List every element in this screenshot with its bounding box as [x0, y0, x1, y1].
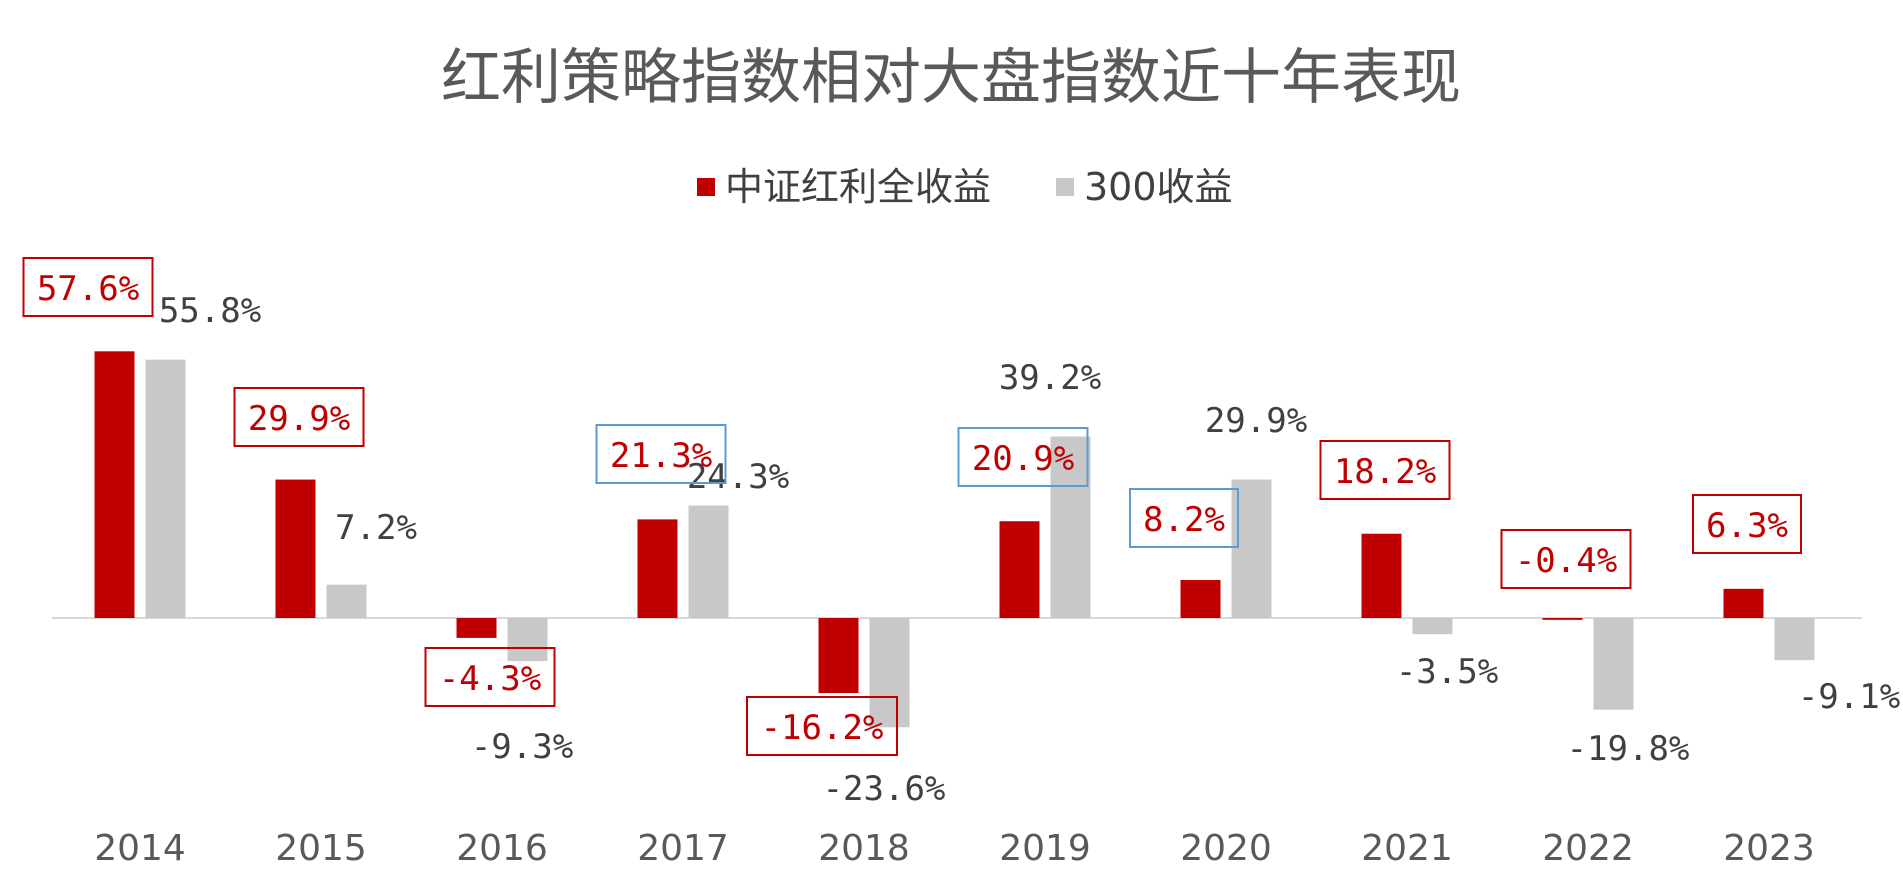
data-label-series-2-2017: 24.3%	[687, 457, 789, 497]
data-label-series-1-2014: 57.6%	[37, 269, 139, 309]
legend: 中证红利全收益 300收益	[697, 165, 1233, 209]
data-label-series-2-2018: -23.6%	[823, 769, 946, 809]
bar-series-1-2019	[999, 521, 1040, 618]
data-label-series-1-2018: -16.2%	[761, 708, 884, 748]
x-tick-label-2021: 2021	[1361, 828, 1453, 869]
x-tick-label-2017: 2017	[637, 828, 729, 869]
bar-series-2-2014	[145, 359, 186, 618]
data-label-series-2-2021: -3.5%	[1396, 652, 1498, 692]
data-label-box-series-1-2020	[1129, 488, 1239, 548]
data-label-series-2-2023: -9.1%	[1798, 677, 1900, 717]
data-label-box-series-1-2015	[233, 387, 365, 447]
bar-series-2-2015	[326, 584, 367, 618]
bar-series-2-2023	[1774, 618, 1815, 661]
bar-series-1-2023	[1723, 588, 1764, 618]
x-tick-label-2016: 2016	[456, 828, 548, 869]
legend-swatch-series-2	[1056, 178, 1074, 196]
data-label-box-series-1-2016	[424, 647, 556, 707]
x-tick-label-2019: 2019	[999, 828, 1091, 869]
plot-area: 2014 55.8% 57.6% 2015 7.2% 29.9% 2016 -9.3% -4.3…	[22, 257, 1900, 869]
data-label-series-1-2019: 20.9%	[972, 439, 1074, 479]
data-label-series-1-2022: -0.4%	[1515, 541, 1617, 581]
x-tick-label-2023: 2023	[1723, 828, 1815, 869]
bar-series-2-2018	[869, 618, 910, 728]
data-label-series-2-2022: -19.8%	[1567, 729, 1690, 769]
x-tick-label-2015: 2015	[275, 828, 367, 869]
data-label-series-1-2021: 18.2%	[1334, 452, 1436, 492]
data-label-series-1-2017: 21.3%	[610, 436, 712, 476]
data-label-series-2-2016: -9.3%	[471, 727, 573, 767]
bar-series-2-2022	[1593, 618, 1634, 710]
bar-series-1-2020	[1180, 580, 1221, 618]
bar-series-1-2015	[275, 479, 316, 618]
bar-series-1-2021	[1361, 533, 1402, 618]
data-label-box-series-1-2022	[1500, 529, 1632, 589]
bar-series-1-2017	[637, 519, 678, 618]
data-label-box-series-1-2014	[22, 257, 154, 317]
bar-series-2-2017	[688, 505, 729, 618]
bar-series-1-2014	[94, 351, 135, 618]
x-tick-label-2014: 2014	[94, 828, 186, 869]
legend-label-series-1: 中证红利全收益	[725, 165, 991, 209]
bar-series-2-2021	[1412, 618, 1453, 635]
data-label-box-series-1-2023	[1692, 494, 1802, 554]
bar-series-1-2018	[818, 618, 859, 694]
chart-title: 红利策略指数相对大盘指数近十年表现	[441, 43, 1461, 113]
bar-series-1-2022	[1542, 618, 1583, 620]
bar-series-2-2019	[1050, 436, 1091, 618]
x-tick-label-2022: 2022	[1542, 828, 1634, 869]
data-label-series-1-2020: 8.2%	[1143, 500, 1225, 540]
bar-series-1-2016	[456, 618, 497, 638]
x-tick-label-2018: 2018	[818, 828, 910, 869]
data-label-box-series-1-2019	[957, 427, 1089, 487]
legend-label-series-2: 300收益	[1084, 165, 1233, 209]
data-label-series-2-2014: 55.8%	[159, 291, 261, 331]
x-tick-label-2020: 2020	[1180, 828, 1272, 869]
data-label-box-series-1-2018	[746, 696, 898, 756]
data-label-series-1-2023: 6.3%	[1706, 506, 1788, 546]
data-label-box-series-1-2021	[1319, 440, 1451, 500]
data-label-box-series-1-2017	[595, 424, 727, 484]
data-label-series-2-2020: 29.9%	[1205, 401, 1307, 441]
data-label-series-1-2015: 29.9%	[248, 399, 350, 439]
data-label-series-1-2016: -4.3%	[439, 659, 541, 699]
data-label-series-2-2015: 7.2%	[335, 508, 417, 548]
data-label-series-2-2019: 39.2%	[999, 358, 1101, 398]
bar-series-2-2016	[507, 618, 548, 662]
legend-swatch-series-1	[697, 178, 715, 196]
